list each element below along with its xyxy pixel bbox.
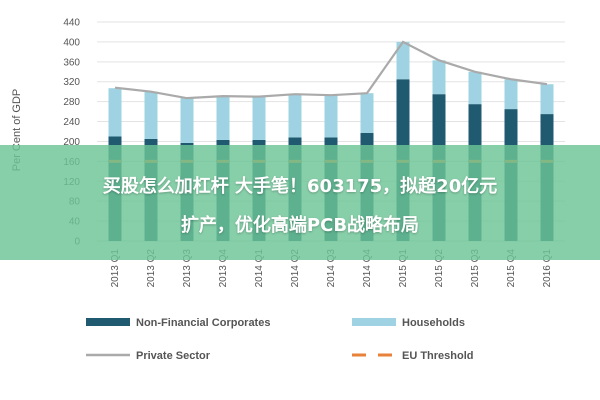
legend-swatch xyxy=(86,318,130,326)
households-bar xyxy=(324,95,338,138)
x-tick-label: 2014 Q1 xyxy=(254,249,265,288)
y-tick-label: 400 xyxy=(63,37,80,48)
x-tick-label: 2014 Q3 xyxy=(326,249,337,288)
households-bar xyxy=(252,96,266,140)
households-bar xyxy=(108,88,122,137)
legend-swatch xyxy=(352,318,396,326)
households-bar xyxy=(432,60,446,95)
x-tick-label: 2015 Q2 xyxy=(434,249,445,288)
x-tick-label: 2015 Q1 xyxy=(398,249,409,288)
x-tick-label: 2016 Q1 xyxy=(542,249,553,288)
households-bar xyxy=(360,93,374,133)
x-tick-label: 2013 Q1 xyxy=(110,249,121,288)
legend: Non-Financial Corporates Households Privat… xyxy=(86,317,474,362)
legend-label: Private Sector xyxy=(136,350,211,362)
households-bar xyxy=(288,94,302,138)
households-bar xyxy=(504,79,518,110)
headline-line-1: 买股怎么加杠杆 大手笔！603175，拟超20亿元 xyxy=(102,176,498,197)
x-tick-label: 2013 Q2 xyxy=(146,249,157,288)
y-tick-label: 440 xyxy=(63,18,80,29)
legend-label: EU Threshold xyxy=(402,350,474,362)
x-tick-label: 2015 Q3 xyxy=(470,249,481,288)
households-bar xyxy=(468,71,482,105)
y-tick-label: 200 xyxy=(63,137,80,148)
y-tick-label: 280 xyxy=(63,97,80,108)
households-bar xyxy=(396,41,410,80)
x-tick-label: 2015 Q4 xyxy=(506,249,517,288)
x-tick-label: 2014 Q2 xyxy=(290,249,301,288)
legend-label: Non-Financial Corporates xyxy=(136,317,270,329)
households-bar xyxy=(216,96,230,140)
y-tick-label: 360 xyxy=(63,57,80,68)
x-tick-labels: 2013 Q1 2013 Q2 2013 Q3 2013 Q4 2014 Q1 2014 … xyxy=(110,249,553,288)
x-tick-label: 2014 Q4 xyxy=(362,249,373,288)
households-bar xyxy=(144,91,158,139)
households-bar xyxy=(540,84,554,115)
headline-overlay: 买股怎么加杠杆 大手笔！603175，拟超20亿元 扩产，优化高端PCB战略布局 xyxy=(0,145,600,260)
x-tick-label: 2013 Q4 xyxy=(218,249,229,288)
headline-line-2: 扩产，优化高端PCB战略布局 xyxy=(180,215,420,236)
legend-label: Households xyxy=(402,317,465,329)
y-tick-label: 240 xyxy=(63,117,80,128)
households-bar xyxy=(180,98,194,143)
private-sector-line xyxy=(114,40,548,100)
y-tick-label: 320 xyxy=(63,77,80,88)
x-tick-label: 2013 Q3 xyxy=(182,249,193,288)
